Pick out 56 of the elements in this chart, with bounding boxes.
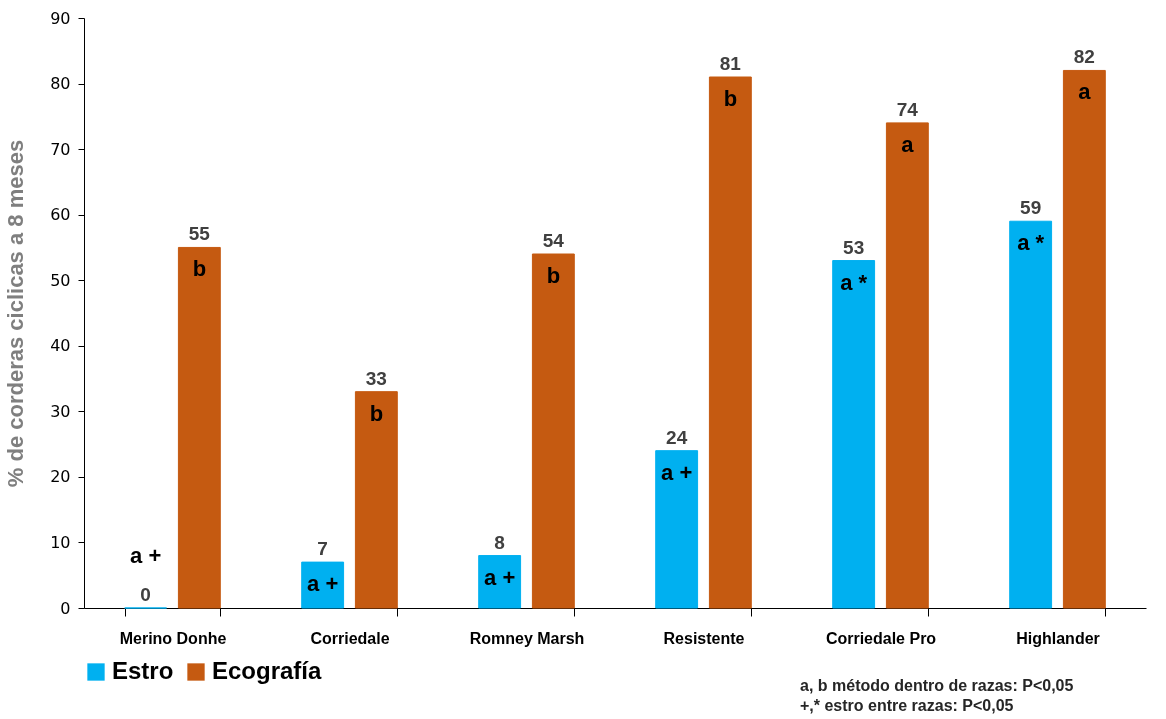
data-label: 74 — [896, 98, 919, 120]
bar — [655, 450, 699, 609]
bar — [177, 246, 221, 609]
bar — [478, 555, 522, 609]
y-tick-label: 30 — [50, 401, 71, 421]
annotation: b — [369, 400, 384, 426]
legend-label: Estro — [112, 657, 174, 684]
annotation: b — [192, 256, 207, 282]
annotation: a — [1078, 79, 1092, 105]
x-tick-label: Corriedale Pro — [825, 629, 937, 647]
legend-label: Ecografía — [212, 657, 323, 684]
annotation: a + — [130, 543, 162, 568]
data-label: 55 — [188, 223, 211, 245]
data-label: 59 — [1020, 197, 1042, 219]
y-tick-label: 20 — [50, 467, 71, 487]
text: +,* estro entre razas: P<0,05 — [800, 696, 1015, 716]
annotation: a * — [1017, 230, 1045, 256]
annotation: b — [723, 86, 738, 111]
y-tick-label: 10 — [50, 532, 71, 552]
data-label: 54 — [542, 230, 565, 251]
y-tick-label: 0 — [60, 598, 71, 618]
y-tick-label: 90 — [50, 8, 71, 28]
bar — [885, 122, 929, 609]
y-tick-label: 70 — [50, 139, 71, 159]
annotation: a + — [484, 564, 516, 590]
bar — [1009, 220, 1053, 609]
annotation: a + — [661, 459, 693, 485]
annotation: a * — [840, 269, 868, 295]
text: a, b método dentro de razas: P<0,05 — [800, 676, 1074, 696]
data-label: 0 — [140, 584, 151, 605]
x-tick-label: Merino Donhe — [119, 629, 227, 647]
y-axis-title: % de corderas ciclicas a 8 meses — [3, 139, 29, 488]
y-tick-label: 80 — [50, 74, 71, 94]
x-tick-label: Romney Marsh — [469, 629, 585, 647]
y-tick-label: 40 — [50, 336, 71, 356]
y-tick-label: 60 — [50, 205, 71, 225]
bar — [531, 253, 575, 609]
y-tick-label: 50 — [50, 270, 71, 290]
annotation: a + — [307, 571, 339, 597]
x-tick-label: Resistente — [663, 629, 745, 647]
annotation: a — [901, 131, 915, 157]
x-tick-label: Highlander — [1016, 629, 1100, 647]
bar — [708, 76, 752, 609]
x-tick-label: Corriedale — [310, 629, 390, 647]
data-label: 8 — [494, 531, 505, 553]
data-label: 7 — [317, 538, 328, 560]
bar — [301, 561, 345, 609]
data-label: 24 — [666, 426, 688, 448]
annotation: b — [546, 263, 561, 288]
data-label: 82 — [1073, 46, 1095, 68]
bar — [832, 260, 876, 609]
data-label: 81 — [719, 53, 742, 74]
bar — [1062, 69, 1106, 609]
bar — [354, 391, 398, 609]
data-label: 53 — [843, 236, 865, 258]
data-label: 33 — [365, 367, 387, 389]
